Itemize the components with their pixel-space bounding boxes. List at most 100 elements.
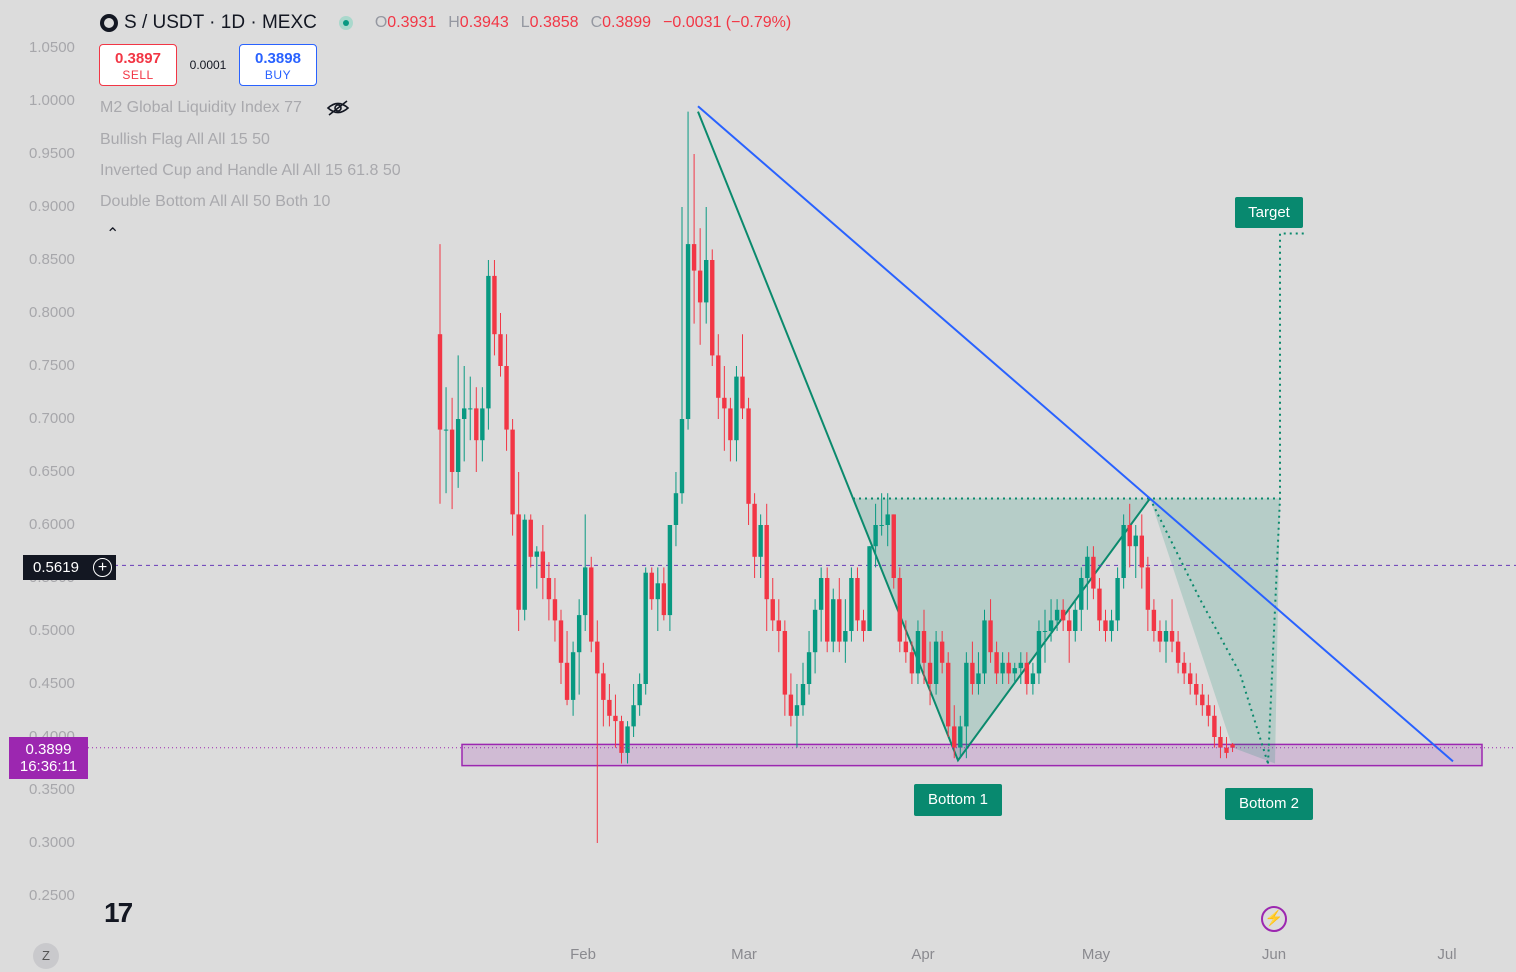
eye-hidden-icon[interactable]	[326, 99, 350, 117]
candle-body	[655, 583, 660, 600]
close-value: 0.3899	[602, 14, 652, 31]
candle	[546, 562, 552, 621]
candle-body	[1048, 620, 1054, 631]
candle-body	[486, 275, 491, 409]
candle-body	[1012, 668, 1017, 674]
candle-body	[455, 419, 461, 472]
candle-body	[1103, 620, 1108, 631]
candle-body	[740, 376, 745, 409]
candle	[1194, 673, 1199, 706]
timezone-z-button[interactable]: Z	[33, 943, 59, 969]
candle	[1012, 662, 1017, 684]
close-key: C	[590, 14, 603, 31]
candle	[1145, 556, 1151, 631]
symbol-title[interactable]: S / USDT · 1D · MEXC	[124, 12, 317, 33]
candle-body	[1133, 535, 1138, 547]
indicator-bullish-flag[interactable]: Bullish Flag All All 15 50	[100, 131, 270, 148]
y-tick-label: 0.7000	[29, 410, 75, 427]
candle-body	[607, 699, 612, 716]
candle	[1079, 567, 1084, 631]
candle-body	[982, 620, 987, 674]
candle-body	[1006, 662, 1011, 674]
candle	[1157, 620, 1163, 653]
open-value: 0.3931	[387, 14, 437, 31]
candle	[443, 387, 449, 494]
candle	[667, 525, 673, 631]
candle	[982, 609, 987, 684]
indicator-inverted-cup-handle[interactable]: Inverted Cup and Handle All All 15 61.8 …	[100, 162, 401, 179]
candle	[619, 715, 624, 764]
candle	[939, 631, 945, 674]
candle	[697, 228, 703, 345]
candle-body	[679, 419, 685, 494]
candle-body	[697, 270, 703, 303]
candle	[964, 652, 969, 759]
indicator-double-bottom[interactable]: Double Bottom All All 50 Both 10	[100, 193, 331, 210]
candle-body	[1175, 641, 1181, 663]
tradingview-logo-icon[interactable]: 17	[104, 897, 133, 928]
candle-body	[673, 493, 679, 525]
candle	[468, 376, 473, 441]
candle	[788, 673, 794, 727]
candle-body	[873, 525, 878, 547]
candle	[1067, 609, 1072, 663]
candle	[921, 609, 927, 684]
crosshair-plus-icon[interactable]: +	[89, 555, 116, 580]
candle-body	[1085, 556, 1090, 578]
candle	[927, 641, 933, 706]
candle	[758, 514, 763, 578]
candle	[510, 419, 515, 536]
candle-body	[1163, 631, 1169, 642]
candle-body	[437, 334, 443, 430]
candle	[1121, 514, 1126, 589]
candle	[564, 631, 570, 706]
sell-label: SELL	[122, 68, 154, 82]
candle-body	[752, 503, 757, 557]
candle-body	[758, 525, 763, 557]
y-tick-label: 0.8000	[29, 304, 75, 321]
y-tick-label: 1.0500	[29, 39, 75, 56]
sell-button[interactable]: 0.3897 SELL	[99, 44, 177, 86]
candle	[812, 599, 818, 674]
y-tick-label: 0.2500	[29, 887, 75, 904]
candle	[1103, 609, 1108, 642]
buy-price: 0.3898	[255, 50, 301, 67]
bottom-2-label[interactable]: Bottom 2	[1225, 788, 1313, 820]
x-tick-label: Mar	[731, 946, 757, 963]
candle-body	[595, 641, 600, 674]
candle	[1024, 652, 1030, 695]
buy-label: BUY	[264, 68, 292, 82]
candle-body	[964, 662, 969, 727]
descending-trendline	[697, 105, 1454, 763]
candle-body	[800, 684, 806, 706]
candle-body	[903, 641, 909, 653]
buy-button[interactable]: 0.3898 BUY	[239, 44, 317, 86]
lightning-icon[interactable]: ⚡	[1261, 906, 1287, 932]
chevron-up-icon[interactable]: ⌃	[106, 226, 120, 243]
candle	[1163, 620, 1169, 663]
candle-body	[1097, 588, 1102, 621]
indicator-m2-liquidity[interactable]: M2 Global Liquidity Index 77	[100, 99, 302, 116]
candle	[1224, 737, 1229, 759]
candle-body	[1067, 620, 1072, 631]
candle-body	[1188, 673, 1193, 684]
bottom-1-label[interactable]: Bottom 1	[914, 784, 1002, 816]
candle	[504, 334, 509, 451]
candle	[1169, 599, 1175, 653]
candle	[831, 588, 836, 653]
target-label[interactable]: Target	[1235, 197, 1303, 228]
candle	[1048, 599, 1054, 642]
candle-body	[939, 641, 945, 663]
candle-body	[462, 408, 467, 419]
candle-body	[812, 609, 818, 653]
candle	[891, 514, 896, 589]
candle	[722, 366, 727, 451]
candle-body	[1030, 673, 1036, 684]
candle	[613, 694, 618, 748]
x-tick-label: Jun	[1261, 946, 1287, 963]
candle	[946, 652, 951, 737]
candle-body	[449, 429, 455, 472]
candle	[492, 260, 497, 356]
candle-body	[958, 726, 963, 748]
